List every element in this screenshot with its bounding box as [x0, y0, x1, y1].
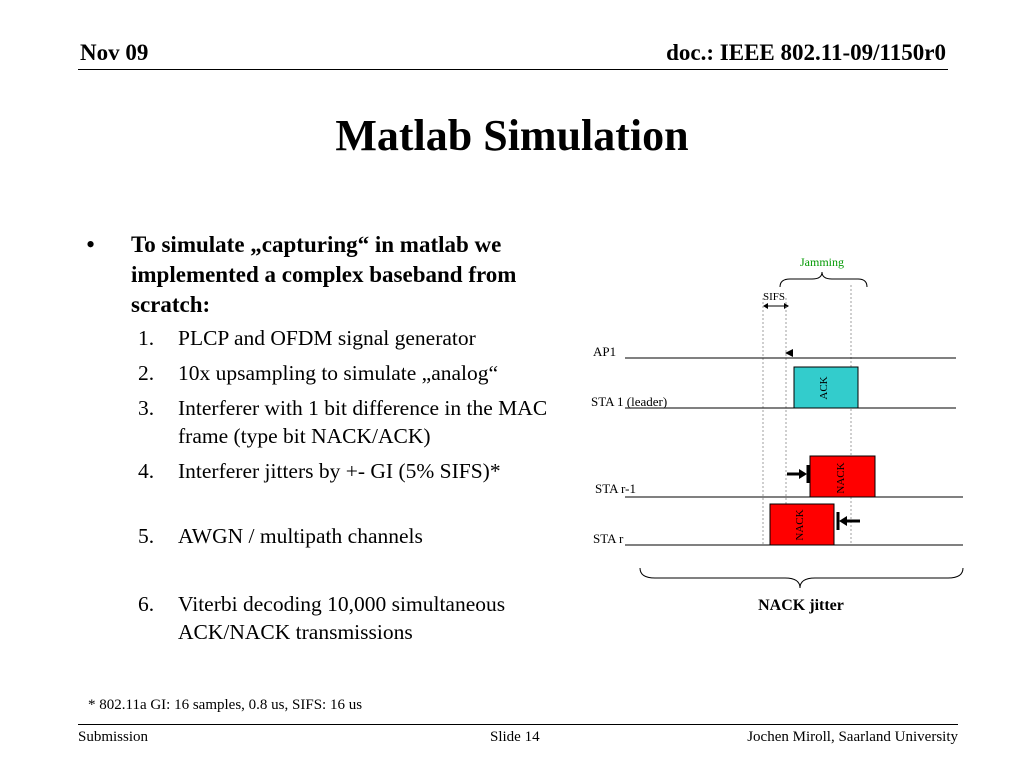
list-item-number: 3.	[138, 396, 155, 420]
list-item-number: 5.	[138, 524, 155, 548]
list-item-text: PLCP and OFDM signal generator	[178, 326, 476, 350]
sifs-label: SIFS	[763, 291, 785, 303]
row-label-sta1: STA 1 (leader)	[591, 394, 667, 409]
arrow-right-icon	[799, 469, 807, 479]
ack-label: ACK	[818, 376, 830, 399]
footer-rule	[78, 724, 958, 725]
jamming-label: Jamming	[800, 255, 844, 269]
row-label-sta-r: STA r	[593, 531, 624, 546]
list-item-text: Viterbi decoding 10,000 simultaneous ACK…	[178, 592, 506, 644]
list-item-number: 1.	[138, 326, 155, 350]
slide-title: Matlab Simulation	[335, 111, 689, 160]
row-label-sta-r-1: STA r-1	[595, 481, 636, 496]
header-doc-id: doc.: IEEE 802.11-09/1150r0	[666, 40, 946, 65]
header-date: Nov 09	[80, 40, 149, 65]
footer-slide-number: Slide 14	[490, 729, 540, 745]
footnote: * 802.11a GI: 16 samples, 0.8 us, SIFS: …	[88, 697, 363, 713]
sifs-arrow-left-icon	[763, 303, 768, 309]
nack-jitter-brace	[639, 567, 964, 589]
list-item-number: 2.	[138, 361, 155, 385]
nack-jitter-caption: NACK jitter	[758, 597, 844, 614]
list-item-text: Interferer with 1 bit difference in the …	[178, 396, 548, 448]
jamming-brace	[779, 271, 868, 288]
row-label-ap1: AP1	[593, 344, 616, 359]
nack-frame-sta-r-1	[809, 455, 876, 498]
list-item-text: Interferer jitters by +- GI (5% SIFS)*	[178, 459, 501, 483]
bullet-text: To simulate „capturing“ in matlab we imp…	[131, 232, 517, 317]
list-item-number: 6.	[138, 592, 155, 616]
list-item-text: AWGN / multipath channels	[178, 524, 423, 548]
ap1-end-marker-icon	[785, 349, 793, 357]
list-item-number: 4.	[138, 459, 155, 483]
nack-frame-sta-r	[769, 503, 835, 546]
bullet-symbol: •	[86, 230, 96, 259]
arrow-left-icon	[839, 516, 847, 526]
nack-label-sta-r: NACK	[794, 509, 806, 540]
ack-frame	[793, 366, 859, 409]
nack-label-sta-r-1: NACK	[835, 462, 847, 493]
list-item-text: 10x upsampling to simulate „analog“	[178, 361, 499, 385]
footer-submission: Submission	[78, 729, 149, 745]
sifs-arrow-right-icon	[784, 303, 789, 309]
footer-author: Jochen Miroll, Saarland University	[747, 729, 958, 745]
header-rule	[78, 69, 948, 70]
